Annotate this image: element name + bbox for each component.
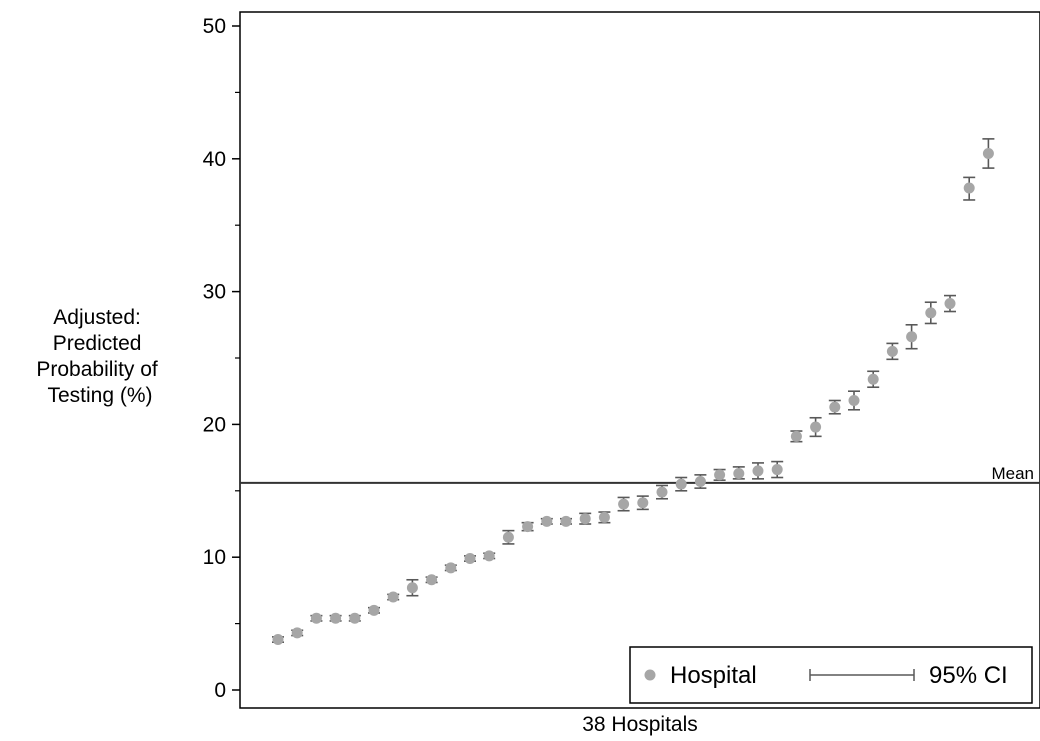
data-point [982,147,994,159]
y-axis: 0 10 20 30 40 50 [203,15,240,702]
y-tick-label: 20 [203,413,226,436]
data-point [349,612,361,624]
data-point [925,307,937,319]
data-point [694,476,706,488]
data-point [426,574,438,586]
data-point [656,486,668,498]
y-axis-title-line: Predicted [53,332,142,355]
mean-label: Mean [991,464,1034,483]
y-tick-label: 10 [203,546,226,569]
data-point [560,515,572,527]
data-point [406,582,418,594]
plot-frame [239,11,1040,709]
legend-ci-symbol [809,669,915,681]
y-tick-label: 40 [203,148,226,171]
plot-area [239,11,1040,709]
data-point [810,421,822,433]
data-point [733,468,745,480]
y-tick-label: 30 [203,281,226,304]
data-point [714,469,726,481]
legend: Hospital 95% CI [629,646,1033,704]
y-axis-title: Adjusted: Predicted Probability of Testi… [36,306,163,407]
data-point [483,550,495,562]
data-point [310,612,322,624]
data-point [752,465,764,477]
legend-hospital-symbol [644,669,656,681]
data-point [579,513,591,525]
data-point [886,345,898,357]
y-axis-title-line: Probability of [36,358,158,381]
x-axis-title: 38 Hospitals [582,713,698,736]
legend-hospital-label: Hospital [670,662,757,689]
data-point [906,331,918,343]
data-point [618,498,630,510]
data-point [944,298,956,310]
data-point [598,511,610,523]
data-point [272,634,284,646]
data-point [291,627,303,639]
data-point [368,604,380,616]
data-point [848,394,860,406]
data-point [502,531,514,543]
data-point [541,515,553,527]
data-point [445,562,457,574]
legend-ci-label: 95% CI [929,662,1008,689]
y-tick-label: 50 [203,15,226,38]
y-axis-title-line: Testing (%) [47,384,152,407]
data-marks [272,138,995,646]
data-point [829,401,841,413]
data-point [330,612,342,624]
data-point [675,478,687,490]
data-point [387,591,399,603]
data-point [771,464,783,476]
y-tick-label: 0 [214,679,226,702]
data-point [790,430,802,442]
data-point [867,373,879,385]
data-point [963,182,975,194]
data-point [464,553,476,565]
y-axis-title-line: Adjusted: [53,306,141,329]
data-point [522,521,534,533]
data-point [637,497,649,509]
